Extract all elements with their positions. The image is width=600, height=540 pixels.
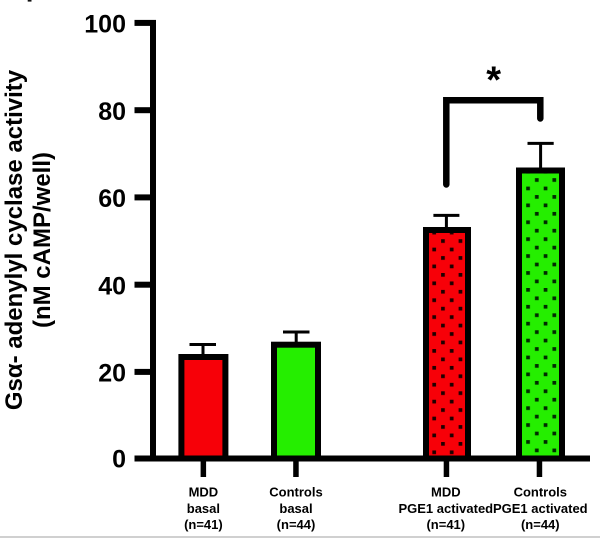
svg-text:PGE1 activated: PGE1 activated [493, 501, 588, 516]
svg-text:80: 80 [98, 98, 126, 126]
svg-text:basal: basal [279, 501, 312, 516]
svg-text:100: 100 [84, 11, 126, 39]
svg-text:MDD: MDD [431, 485, 461, 500]
svg-text:(nM cAMP/well): (nM cAMP/well) [29, 152, 56, 328]
svg-text:Controls: Controls [269, 485, 322, 500]
svg-text:PGE1 activated: PGE1 activated [398, 501, 493, 516]
svg-text:(n=44): (n=44) [521, 517, 560, 532]
svg-text:basal: basal [187, 501, 220, 516]
svg-text:40: 40 [98, 273, 126, 301]
svg-text:60: 60 [98, 185, 126, 213]
svg-text:(n=44): (n=44) [277, 517, 316, 532]
svg-text:0: 0 [112, 446, 126, 474]
svg-text:(n=41): (n=41) [426, 517, 465, 532]
svg-text:20: 20 [98, 360, 126, 388]
svg-text:Controls: Controls [514, 485, 567, 500]
svg-text:MDD: MDD [189, 485, 219, 500]
svg-text:(n=41): (n=41) [184, 517, 223, 532]
svg-text:Gsα- adenylyl cyclase activity: Gsα- adenylyl cyclase activity [1, 69, 28, 410]
svg-text:*: * [486, 60, 501, 102]
